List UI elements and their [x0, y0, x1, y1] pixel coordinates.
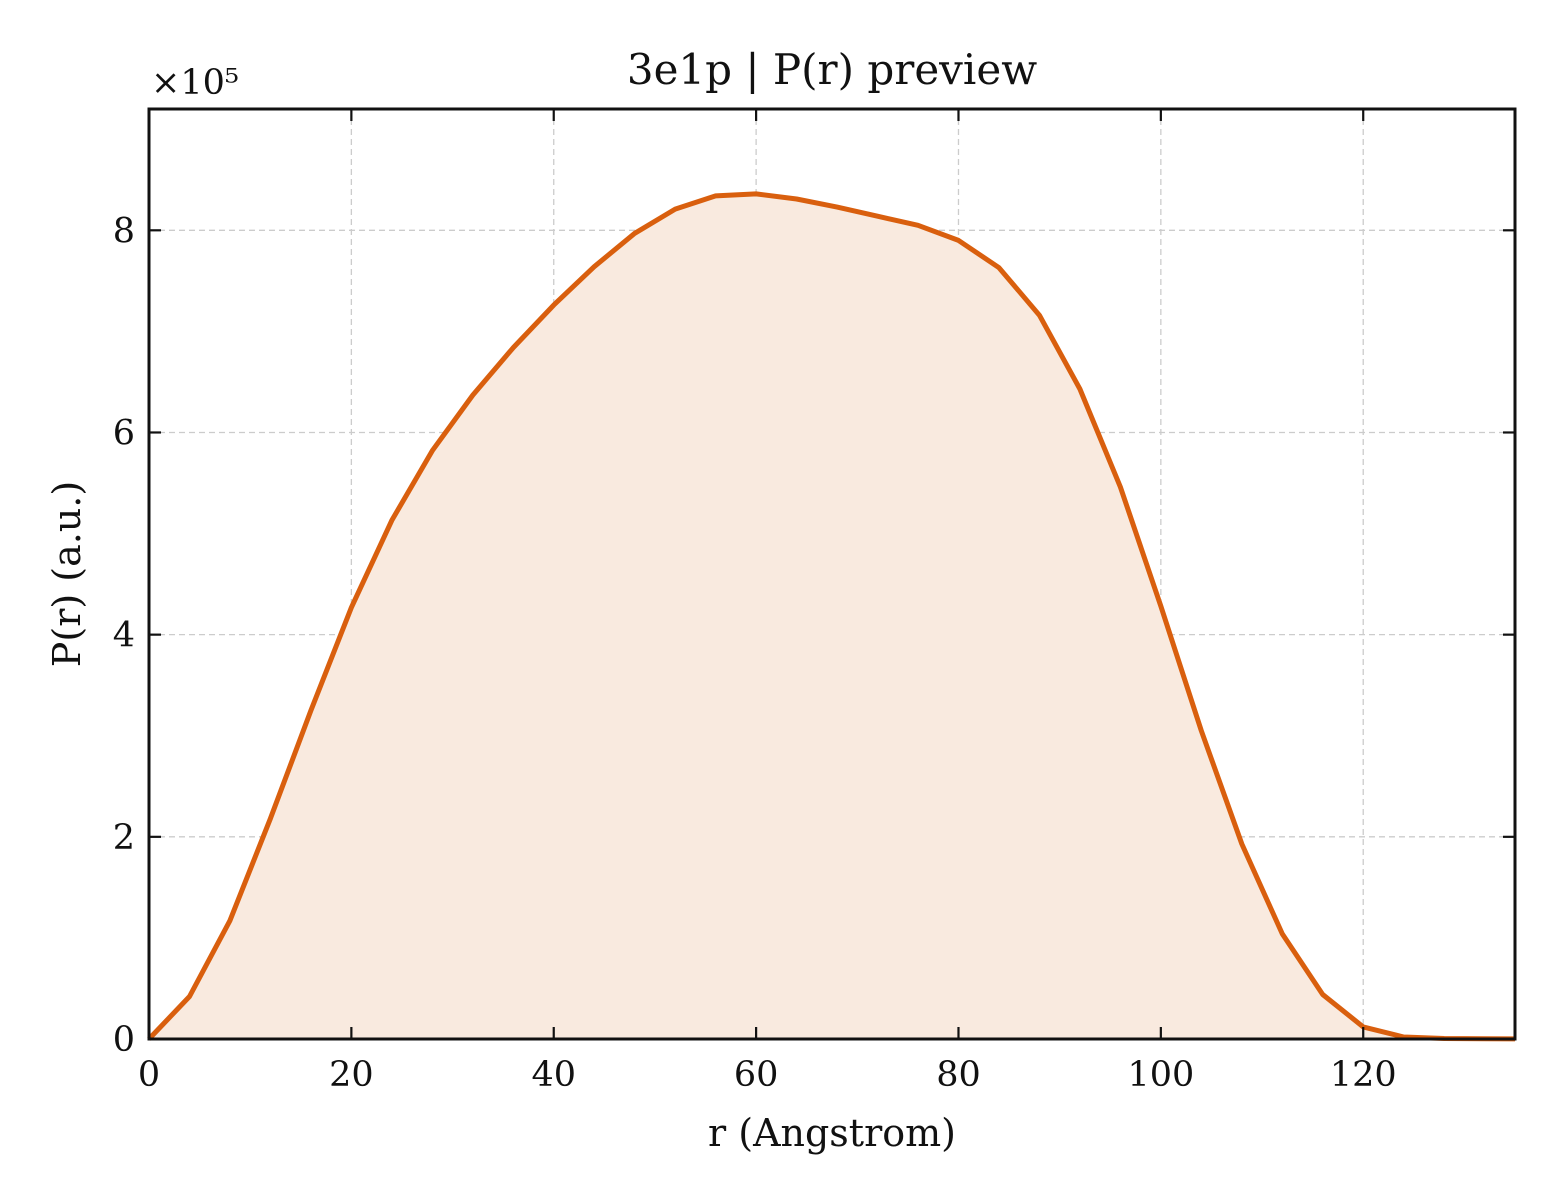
axis-ticks: [147, 109, 1515, 1041]
x-tick-label: 60: [734, 1055, 779, 1095]
x-tick-label: 40: [531, 1055, 576, 1095]
x-tick-label: 20: [329, 1055, 374, 1095]
pr-series-line: [147, 191, 1516, 1042]
x-axis-label: r (Angstrom): [708, 1111, 956, 1155]
pr-area-fill: [149, 193, 1515, 1039]
y-tick-label: 2: [113, 818, 135, 858]
x-tick-label: 80: [936, 1055, 981, 1095]
y-axis-label: P(r) (a.u.): [45, 481, 89, 667]
x-tick-label: 100: [1127, 1055, 1194, 1095]
x-tick-label: 0: [138, 1055, 160, 1095]
x-tick-label: 120: [1330, 1055, 1397, 1095]
y-tick-label: 4: [113, 616, 135, 656]
tick-labels: 0 20 40 60 80 100 120 0 2 4 6 8: [113, 211, 1397, 1095]
plot-frame: [147, 107, 1517, 1041]
chart-title: 3e1p | P(r) preview: [627, 45, 1037, 94]
y-tick-label: 6: [113, 413, 135, 453]
y-tick-label: 8: [113, 211, 135, 251]
y-axis-multiplier: ×10⁵: [151, 63, 239, 103]
y-tick-label: 0: [113, 1020, 135, 1060]
